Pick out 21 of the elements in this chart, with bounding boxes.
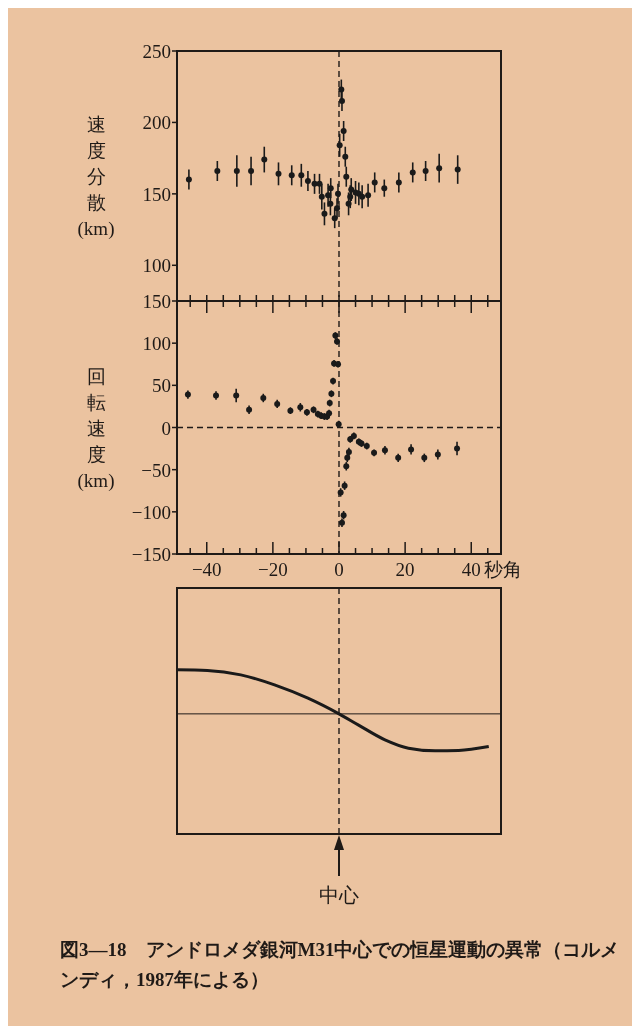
y-tick-label: 100 — [142, 333, 171, 355]
x-tick-label: 40 — [461, 559, 481, 580]
y-tick-label: 250 — [142, 41, 171, 62]
y-tick-label: 50 — [152, 375, 171, 397]
y-tick-label: −150 — [131, 544, 171, 565]
y-tick-label: 200 — [142, 112, 171, 134]
y-tick-label: 150 — [142, 183, 171, 205]
x-tick-label: 20 — [395, 559, 415, 580]
caption: 図3—18 アンドロメダ銀河M31中心での恒星運動の異常（コルメンディ，1987年による） — [60, 939, 620, 990]
x-tick-label: −20 — [258, 559, 288, 580]
y-tick-label: −50 — [141, 459, 171, 481]
y-tick-label: 0 — [161, 417, 171, 439]
ref-line-label: 中心 — [319, 884, 359, 906]
y-axis-title: 速度分散(km) — [77, 114, 115, 240]
x-tick-label: 0 — [334, 559, 344, 580]
x-axis-title: 秒角 — [484, 559, 523, 580]
y-tick-label: 150 — [142, 291, 171, 312]
y-tick-label: −100 — [131, 501, 171, 523]
y-tick-label: 100 — [142, 255, 171, 277]
y-axis-title: 回転速度(km) — [77, 365, 115, 492]
x-tick-label: −40 — [191, 559, 222, 580]
